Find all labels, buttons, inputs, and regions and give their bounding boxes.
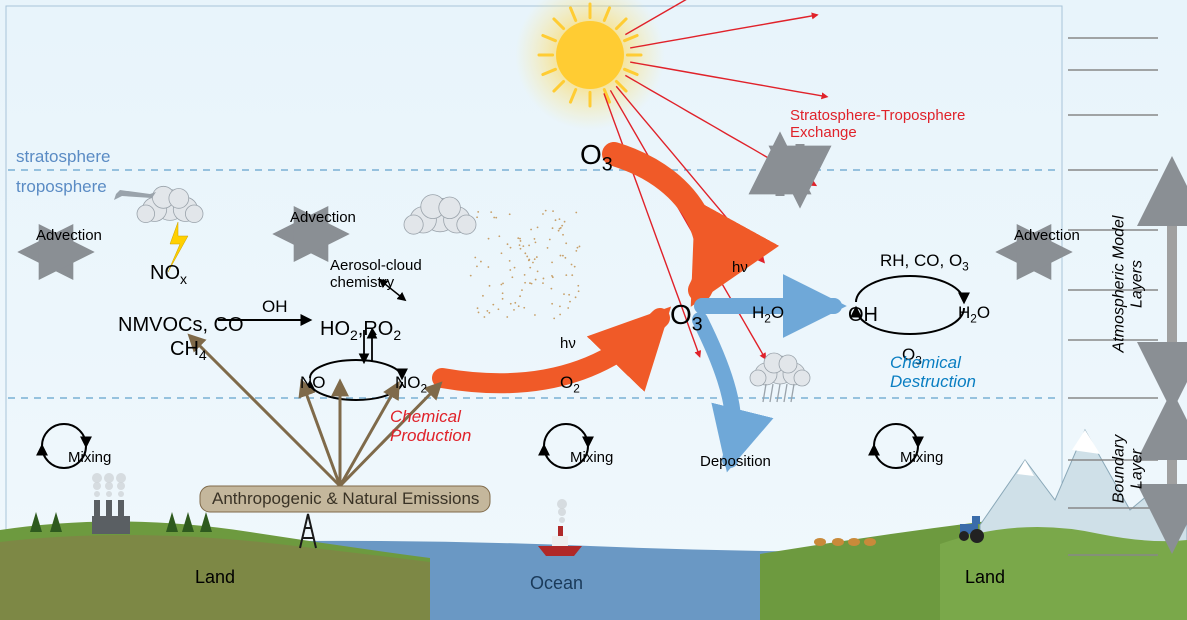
h2o-label-1: H2O [752, 304, 784, 325]
oh-right-label: OH [848, 304, 878, 326]
emissions-box-label: Anthropogenic & Natural Emissions [212, 490, 479, 509]
nmvocs-label: NMVOCs, CO [118, 314, 244, 336]
troposphere-label: troposphere [16, 178, 107, 197]
rh-co-o3-label: RH, CO, O3 [880, 252, 969, 273]
aerosol-cloud-label: Aerosol-cloudchemistry [330, 258, 422, 291]
mixing-label-3: Mixing [900, 450, 943, 467]
mixing-label-1: Mixing [68, 450, 111, 467]
hv-label-2: hν [732, 260, 748, 277]
h2o-label-2: H2O [958, 304, 990, 325]
oh-over-arrow: OH [262, 298, 288, 317]
no-label: NO [300, 374, 326, 393]
no2-label: NO2 [395, 374, 427, 395]
land-label-right: Land [965, 568, 1005, 588]
deposition-label: Deposition [700, 454, 771, 471]
stratosphere-label: stratosphere [16, 148, 111, 167]
nox-label: NOx [150, 262, 187, 287]
mixing-label-2: Mixing [570, 450, 613, 467]
advection-label-1: Advection [36, 228, 102, 245]
hv-label-1: hν [560, 336, 576, 353]
o2-label: O2 [560, 374, 580, 395]
diagram-svg [0, 0, 1187, 620]
advection-label-2: Advection [290, 210, 356, 227]
atmospheric-chemistry-diagram: { "canvas": {"w":1187,"h":620}, "colors"… [0, 0, 1187, 620]
strat-trop-exchange-label: Stratosphere-TroposphereExchange [790, 108, 965, 141]
ch4-label: CH4 [170, 338, 207, 363]
boundary-layer-label: BoundaryLayer [1110, 435, 1145, 504]
ocean-label: Ocean [530, 574, 583, 594]
chemical-destruction-label: ChemicalDestruction [890, 354, 976, 391]
chemical-production-label: ChemicalProduction [390, 408, 471, 445]
land-label-left: Land [195, 568, 235, 588]
o3-troposphere: O3 [670, 300, 703, 336]
o3-stratosphere: O3 [580, 140, 613, 176]
ho2ro2-label: HO2,RO2 [320, 318, 401, 343]
atmospheric-model-layers-label: Atmospheric ModelLayers [1110, 216, 1145, 353]
advection-label-3: Advection [1014, 228, 1080, 245]
